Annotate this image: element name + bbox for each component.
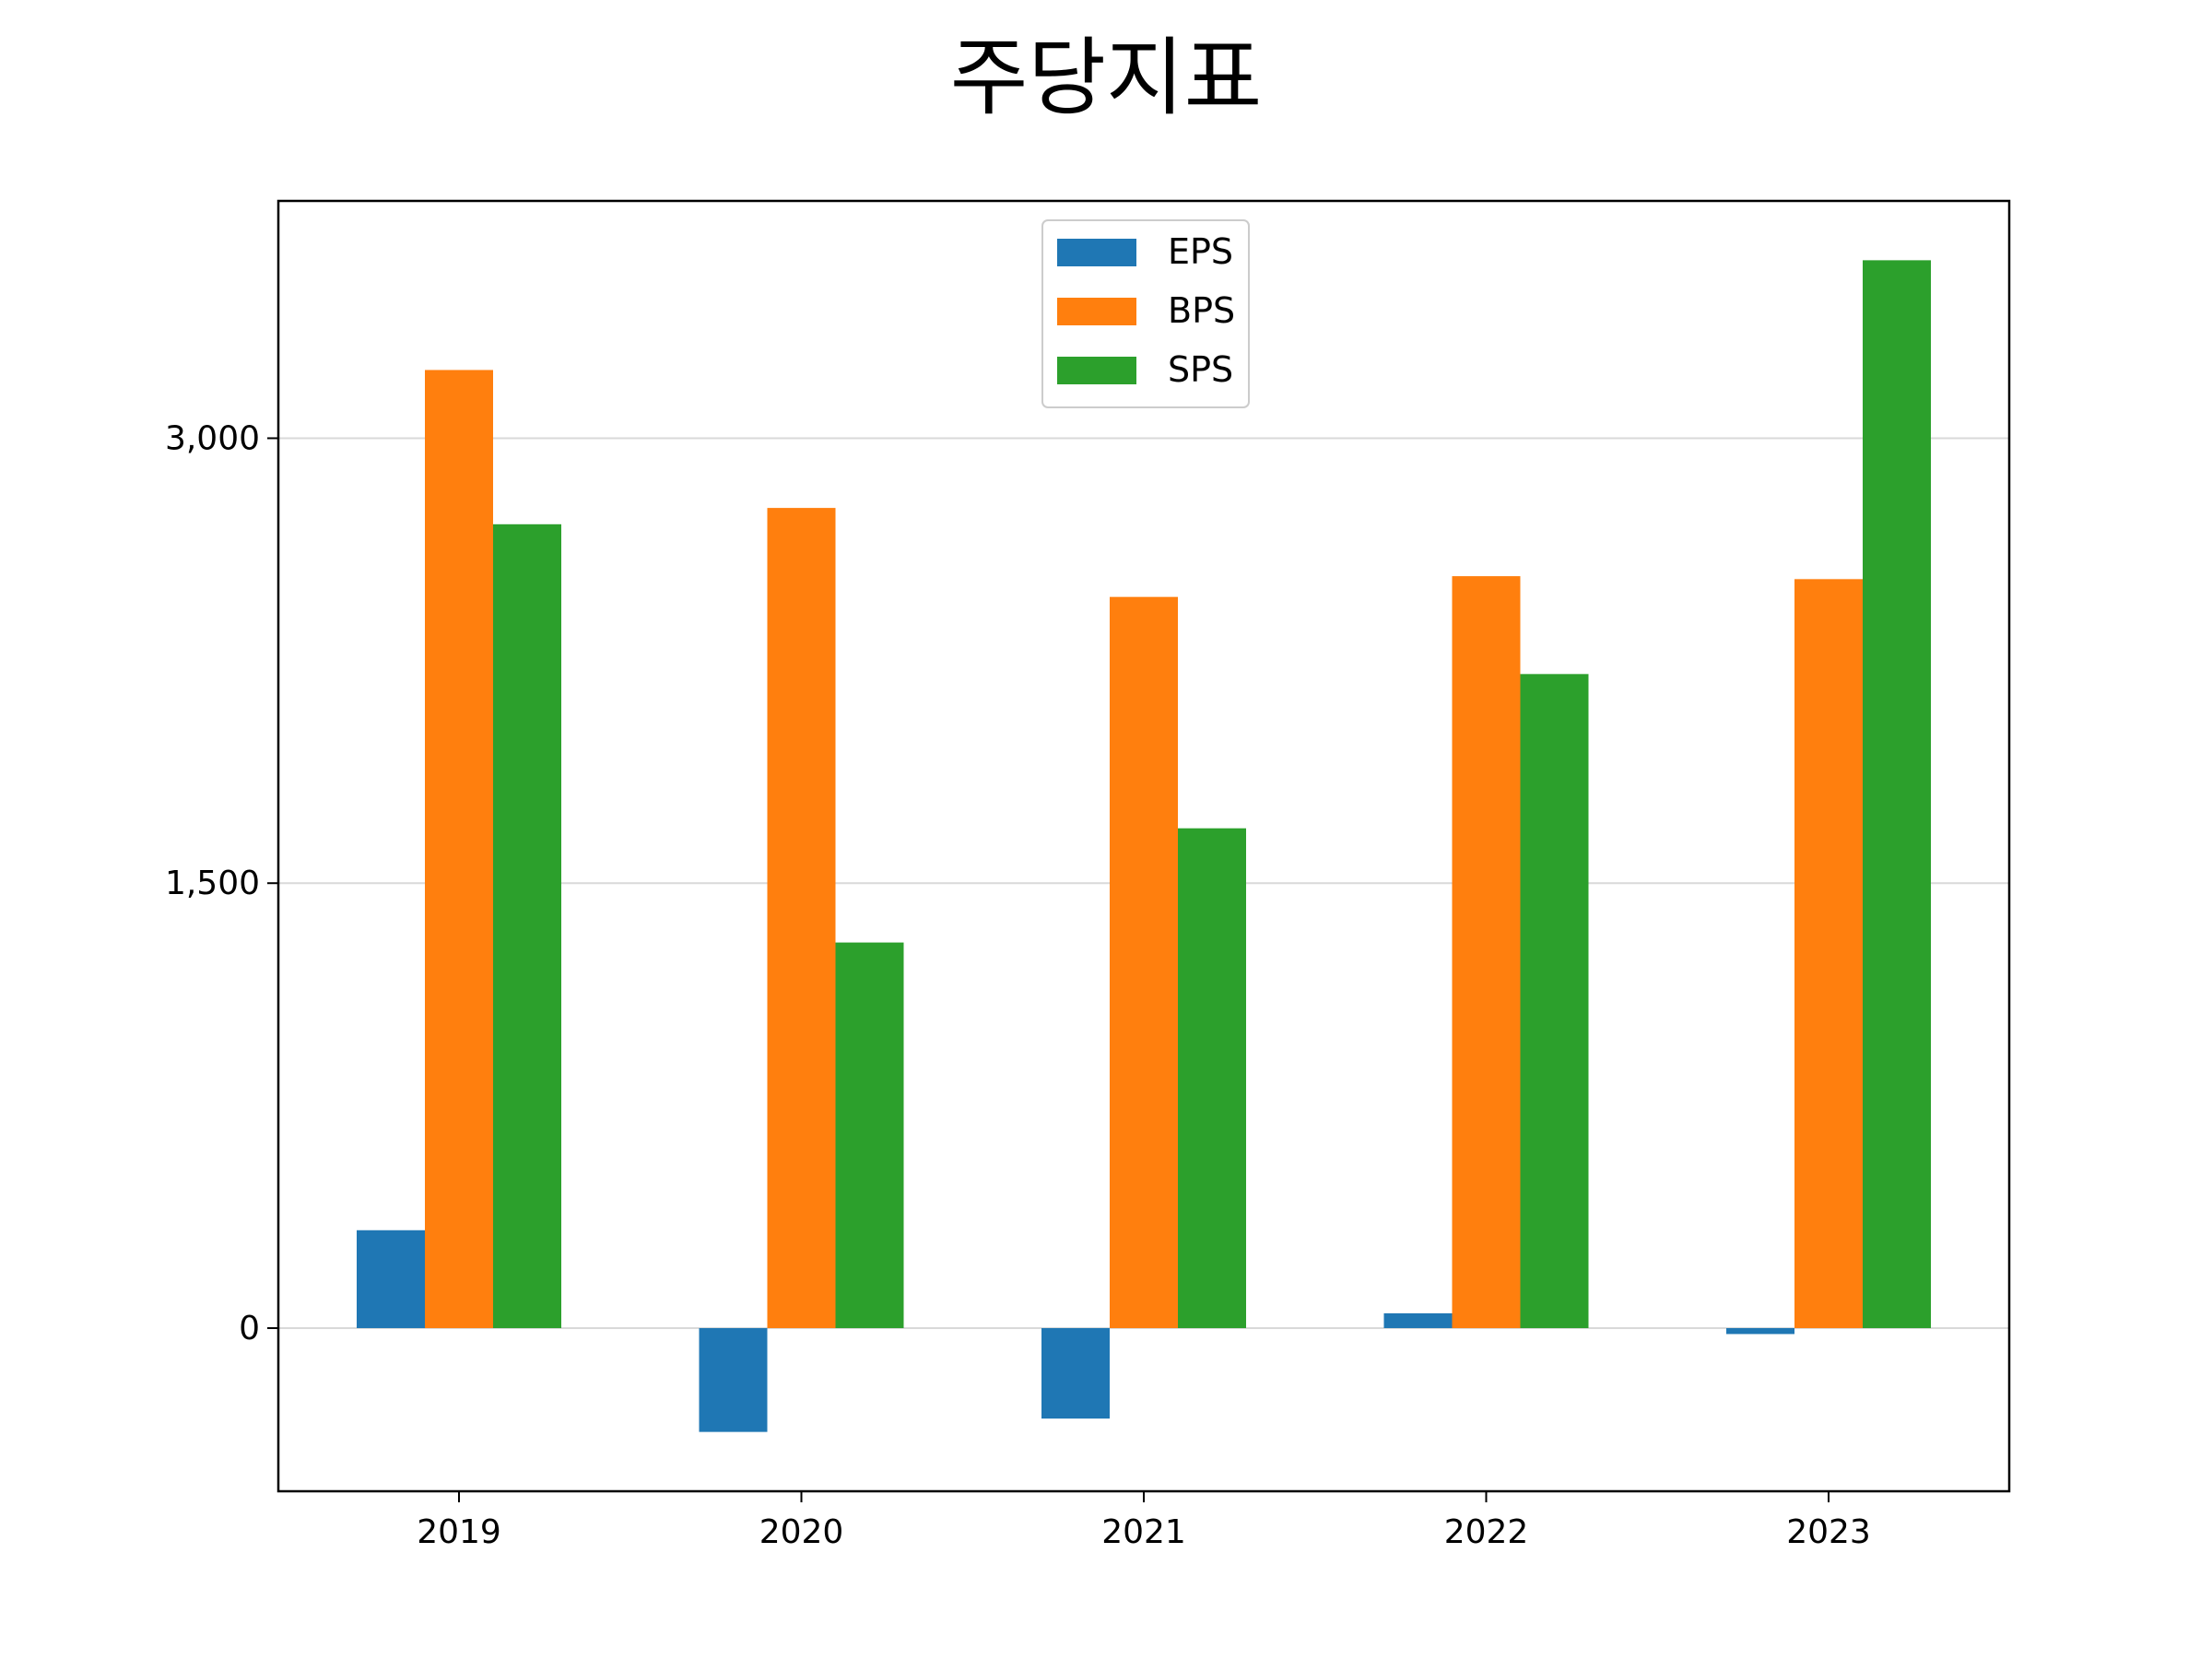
bar-eps-2019: [357, 1230, 425, 1328]
x-tick-label: 2019: [417, 1513, 501, 1551]
bar-sps-2023: [1863, 260, 1931, 1328]
legend-label-sps: SPS: [1168, 349, 1233, 390]
bar-bps-2019: [425, 370, 493, 1328]
y-tick-label: 0: [239, 1310, 260, 1347]
chart-title: 주당지표: [949, 29, 1263, 127]
bar-eps-2023: [1726, 1327, 1794, 1335]
bar-bps-2021: [1110, 596, 1178, 1328]
bars: [357, 260, 1931, 1432]
x-axis: 2019 2020 2021 2022 2023: [417, 1491, 1871, 1551]
x-tick-label: 2022: [1444, 1513, 1529, 1551]
bar-eps-2022: [1383, 1312, 1453, 1328]
bar-eps-2020: [699, 1327, 768, 1432]
bar-bps-2022: [1452, 576, 1521, 1328]
y-tick-label: 3,000: [165, 419, 260, 457]
bar-sps-2020: [835, 942, 904, 1328]
x-tick-label: 2020: [759, 1513, 844, 1551]
y-axis: 0 1,500 3,000: [165, 419, 278, 1347]
legend-label-bps: BPS: [1168, 290, 1235, 331]
bar-sps-2019: [493, 524, 561, 1328]
bar-bps-2020: [767, 508, 836, 1328]
legend: EPS BPS SPS: [1041, 219, 1250, 408]
bar-eps-2021: [1041, 1327, 1110, 1419]
bar-sps-2022: [1520, 674, 1589, 1328]
legend-label-eps: EPS: [1168, 231, 1233, 272]
legend-swatch-bps: [1057, 298, 1136, 325]
bar-bps-2023: [1794, 579, 1863, 1328]
x-tick-label: 2023: [1786, 1513, 1871, 1551]
y-tick-label: 1,500: [165, 865, 260, 902]
x-tick-label: 2021: [1101, 1513, 1186, 1551]
legend-swatch-eps: [1057, 239, 1136, 266]
legend-swatch-sps: [1057, 357, 1136, 384]
bar-sps-2021: [1178, 828, 1246, 1328]
